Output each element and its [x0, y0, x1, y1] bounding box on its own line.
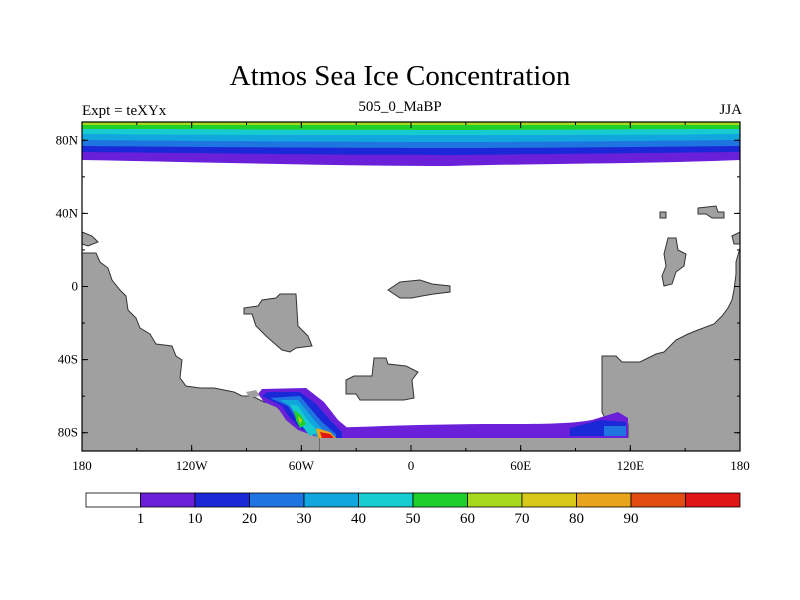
experiment-label: Expt = teXYx — [82, 103, 167, 119]
colorbar-swatch — [630, 492, 686, 508]
lon-tick-label: 180 — [72, 458, 92, 473]
lat-tick-label: 80S — [58, 425, 78, 440]
lat-tick-label: 0 — [72, 279, 79, 294]
latitude-axis: 80N 40N 0 40S 80S — [56, 132, 740, 440]
lon-tick-label: 180 — [730, 458, 750, 473]
colorbar-swatch — [303, 492, 359, 508]
colorbar-label: 30 — [297, 511, 312, 527]
time-label: 505_0_MaBP — [358, 99, 442, 115]
arctic-sea-ice — [82, 122, 740, 166]
colorbar-swatch — [358, 492, 414, 508]
colorbar-swatch — [576, 492, 632, 508]
lon-tick-label: 60E — [510, 458, 531, 473]
antarctic-sea-ice — [246, 388, 628, 438]
colorbar-label: 80 — [569, 511, 584, 527]
lat-tick-label: 40N — [56, 205, 79, 220]
colorbar-swatch — [412, 492, 468, 508]
colorbar-swatch — [85, 492, 141, 508]
longitude-axis: 180 120W 60W 0 60E 120E 180 — [72, 122, 750, 473]
colorbar: 1 10 20 30 40 50 60 70 80 90 — [85, 492, 741, 527]
map-title: Atmos Sea Ice Concentration — [229, 60, 571, 92]
colorbar-label: 90 — [624, 511, 639, 527]
colorbar-label: 50 — [406, 511, 421, 527]
colorbar-label: 10 — [188, 511, 203, 527]
colorbar-label: 40 — [351, 511, 366, 527]
colorbar-label: 60 — [460, 511, 475, 527]
lat-tick-label: 40S — [58, 352, 78, 367]
colorbar-label: 20 — [242, 511, 257, 527]
season-label: JJA — [719, 102, 742, 118]
colorbar-swatch — [194, 492, 250, 508]
lon-tick-label: 120W — [176, 458, 209, 473]
lon-tick-label: 120E — [617, 458, 645, 473]
colorbar-swatch — [521, 492, 577, 508]
colorbar-swatch — [467, 492, 523, 508]
colorbar-label: 70 — [515, 511, 530, 527]
colorbar-swatch — [140, 492, 196, 508]
lon-tick-label: 0 — [408, 458, 415, 473]
lon-tick-label: 60W — [289, 458, 315, 473]
colorbar-label: 1 — [137, 511, 145, 527]
antarctica-land — [320, 438, 740, 451]
lat-tick-label: 80N — [56, 132, 79, 147]
colorbar-swatch — [249, 492, 305, 508]
colorbar-swatch — [685, 492, 741, 508]
